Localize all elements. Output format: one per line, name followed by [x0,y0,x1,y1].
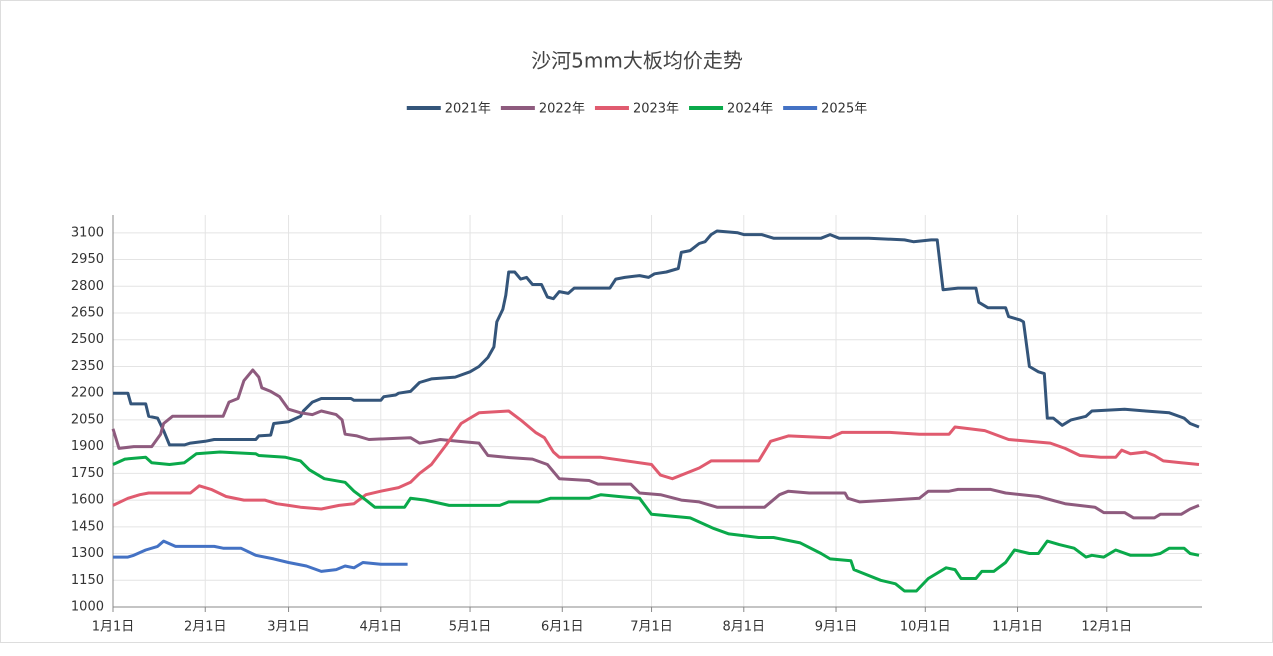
legend-label: 2023年 [633,102,679,117]
y-tick-label: 1900 [71,439,104,454]
legend-item: 2024年 [689,102,773,117]
legend-item: 2022年 [500,102,585,117]
x-tick-label: 12月1日 [1081,620,1132,635]
x-tick-label: 2月1日 [184,620,227,635]
y-tick-label: 1750 [71,466,104,481]
y-tick-label: 2350 [71,359,104,374]
legend: 2021年 2022年 2023年 2024年 2025年 [406,102,867,117]
y-tick-label: 1150 [71,573,104,588]
x-tick-label: 1月1日 [92,620,135,635]
x-tick-label: 11月1日 [992,620,1043,635]
y-tick-label: 1300 [71,546,104,561]
legend-item: 2023年 [594,102,679,117]
legend-item: 2025年 [783,102,867,117]
x-tick-label: 10月1日 [900,620,951,635]
legend-item: 2021年 [406,102,491,117]
y-tick-label: 2500 [71,332,104,347]
y-tick-label: 1600 [71,493,104,508]
legend-label: 2021年 [445,102,491,117]
y-tick-label: 2950 [71,252,104,267]
y-tick-label: 2200 [71,386,104,401]
x-tick-label: 5月1日 [449,620,492,635]
series-line [113,229,1200,447]
legend-label: 2024年 [727,102,773,117]
x-tick-label: 7月1日 [630,620,673,635]
y-tick-label: 2800 [71,279,104,294]
y-tick-label: 1450 [71,519,104,534]
series-line [111,368,1200,520]
legend-label: 2025年 [821,102,867,117]
y-tick-label: 2050 [71,412,104,427]
y-tick-label: 2650 [71,306,104,321]
chart-title: 沙河5mm大板均价走势 [531,49,743,73]
series-line [112,450,1200,593]
series-line [112,409,1200,511]
x-tick-label: 4月1日 [360,620,403,635]
y-tick-label: 3100 [71,225,104,240]
series-line [113,539,408,573]
legend-label: 2022年 [539,102,585,117]
x-tick-label: 8月1日 [723,620,766,635]
x-tick-label: 3月1日 [267,620,310,635]
x-tick-label: 9月1日 [815,620,858,635]
x-tick-label: 6月1日 [541,620,584,635]
y-tick-label: 1000 [71,600,104,615]
